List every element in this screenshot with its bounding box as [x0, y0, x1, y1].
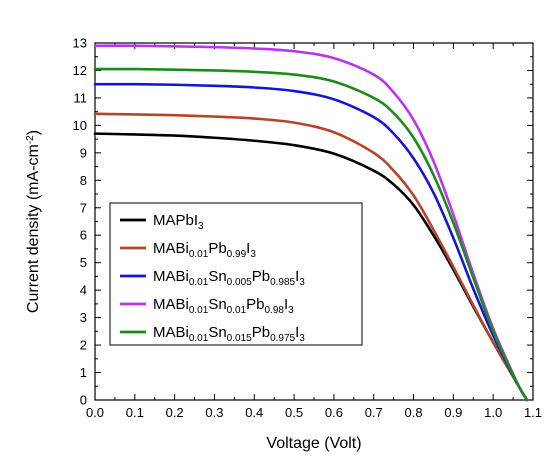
- y-axis-title: Current density (mA-cm-2): [25, 130, 43, 313]
- legend-label-3: MABi0.01Sn0.005Pb0.985I3: [153, 268, 305, 288]
- x-tick-label: 0.1: [126, 405, 144, 420]
- y-tick-label: 2: [80, 338, 87, 353]
- series-line-2: [93, 112, 529, 402]
- x-tick-label: 0.5: [285, 405, 303, 420]
- series-line-5: [93, 67, 529, 402]
- x-tick-label: 0.7: [365, 405, 383, 420]
- x-tick-label: 1.1: [524, 405, 542, 420]
- legend-label-4: MABi0.01Sn0.01Pb0.98I3: [153, 296, 294, 316]
- legend-label-5: MABi0.01Sn0.015Pb0.975I3: [153, 324, 305, 344]
- y-tick-label: 10: [73, 118, 87, 133]
- legend: MAPbI3 MABi0.01Pb0.99I3 MABi0.01Sn0.005Pb0…: [109, 202, 363, 346]
- y-tick-label: 7: [80, 200, 87, 215]
- legend-label-2: MABi0.01Pb0.99I3: [153, 240, 256, 260]
- axes: 0.0 0.1 0.2 0.3 0.4 0.5 0.6 0.7 0.8 0.9 1.0 1.10123…: [73, 36, 543, 421]
- y-tick-label: 1: [80, 365, 87, 380]
- legend-box: [109, 202, 363, 346]
- x-tick-label: 0.2: [166, 405, 184, 420]
- x-tick-label: 1.0: [484, 405, 502, 420]
- x-tick-label: 0.6: [325, 405, 343, 420]
- x-tick-label: 0.0: [86, 405, 104, 420]
- y-tick-label: 4: [80, 283, 87, 298]
- y-tick-label: 9: [80, 145, 87, 160]
- y-tick-label: 13: [73, 36, 87, 51]
- x-tick-label: 0.8: [405, 405, 423, 420]
- y-tick-label: 0: [80, 393, 87, 408]
- y-tick-label: 11: [74, 90, 88, 105]
- y-axis-title-close: ): [25, 130, 42, 135]
- x-tick-label: 0.9: [444, 405, 462, 420]
- x-tick-label: 0.4: [245, 405, 263, 420]
- y-axis-title-sup: -2: [25, 135, 36, 144]
- y-tick-label: 5: [80, 255, 87, 270]
- x-tick-label: 0.3: [205, 405, 223, 420]
- y-tick-label: 12: [73, 63, 87, 78]
- y-tick-label: 3: [80, 310, 87, 325]
- y-axis-title-main: Current density (mA-cm: [25, 144, 42, 313]
- x-axis-title: Voltage (Volt): [266, 435, 361, 452]
- y-tick-label: 8: [80, 173, 87, 188]
- y-tick-label: 6: [80, 228, 87, 243]
- series-lines: [93, 44, 529, 402]
- legend-label-1: MAPbI3: [153, 212, 204, 232]
